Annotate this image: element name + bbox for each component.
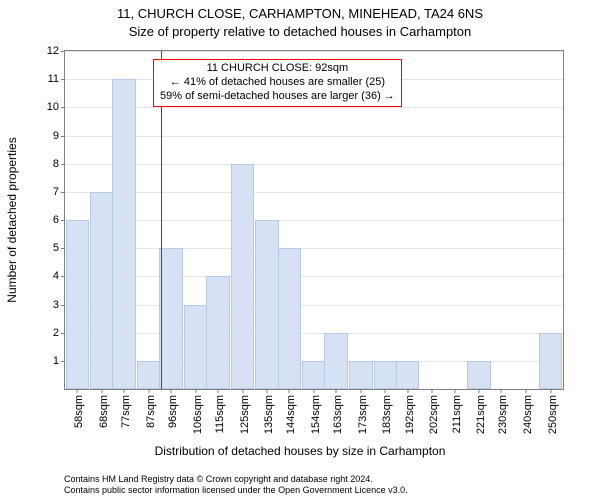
x-tick-label: 106sqm xyxy=(192,395,204,434)
gridline xyxy=(65,333,563,334)
x-tick-mark xyxy=(242,389,243,393)
x-tick-label: 163sqm xyxy=(332,395,344,434)
gridline xyxy=(65,192,563,193)
x-tick-mark xyxy=(479,389,480,393)
y-tick-label: 3 xyxy=(53,299,65,311)
x-tick-label: 202sqm xyxy=(428,395,440,434)
chart-title-main: 11, CHURCH CLOSE, CARHAMPTON, MINEHEAD, … xyxy=(0,6,600,21)
x-tick-label: 221sqm xyxy=(475,395,487,434)
x-tick-label: 87sqm xyxy=(145,395,157,428)
x-tick-mark xyxy=(217,389,218,393)
x-tick-label: 250sqm xyxy=(547,395,559,434)
gridline xyxy=(65,276,563,277)
x-tick-mark xyxy=(407,389,408,393)
x-tick-mark xyxy=(526,389,527,393)
histogram-bar xyxy=(324,333,347,389)
y-tick-label: 12 xyxy=(47,45,65,57)
y-tick-label: 5 xyxy=(53,242,65,254)
histogram-bar xyxy=(231,164,254,389)
x-tick-mark xyxy=(501,389,502,393)
x-tick-label: 144sqm xyxy=(285,395,297,434)
gridline xyxy=(65,107,563,108)
y-tick-label: 8 xyxy=(53,158,65,170)
x-tick-label: 240sqm xyxy=(522,395,534,434)
x-tick-label: 192sqm xyxy=(404,395,416,434)
x-tick-mark xyxy=(314,389,315,393)
x-tick-mark xyxy=(289,389,290,393)
gridline xyxy=(65,51,563,52)
histogram-bar xyxy=(66,220,89,389)
gridline xyxy=(65,305,563,306)
x-tick-label: 58sqm xyxy=(73,395,85,428)
x-tick-label: 115sqm xyxy=(214,395,226,433)
histogram-bar xyxy=(396,361,419,389)
histogram-bar xyxy=(467,361,490,389)
x-tick-label: 183sqm xyxy=(381,395,393,434)
y-tick-label: 2 xyxy=(53,327,65,339)
gridline xyxy=(65,220,563,221)
y-tick-label: 7 xyxy=(53,186,65,198)
histogram-bar xyxy=(159,248,182,389)
y-axis-label: Number of detached properties xyxy=(5,137,19,302)
x-tick-label: 135sqm xyxy=(263,395,275,434)
histogram-bar xyxy=(184,305,207,390)
plot-area: 12345678910111258sqm68sqm77sqm87sqm96sqm… xyxy=(64,50,564,390)
y-tick-label: 9 xyxy=(53,130,65,142)
x-tick-label: 125sqm xyxy=(239,395,251,434)
x-tick-label: 96sqm xyxy=(167,395,179,428)
x-tick-mark xyxy=(336,389,337,393)
histogram-bar xyxy=(255,220,278,389)
x-tick-label: 68sqm xyxy=(98,395,110,428)
x-tick-label: 77sqm xyxy=(120,395,132,428)
y-tick-label: 10 xyxy=(47,101,65,113)
attribution-line-1: Contains HM Land Registry data © Crown c… xyxy=(64,474,564,485)
x-tick-mark xyxy=(171,389,172,393)
chart-title-sub: Size of property relative to detached ho… xyxy=(0,24,600,39)
gridline xyxy=(65,164,563,165)
x-tick-label: 154sqm xyxy=(310,395,322,434)
x-axis-label: Distribution of detached houses by size … xyxy=(0,444,600,458)
histogram-bar xyxy=(302,361,325,389)
annotation-line: 59% of semi-detached houses are larger (… xyxy=(160,90,395,104)
x-tick-label: 230sqm xyxy=(497,395,509,434)
y-tick-label: 4 xyxy=(53,270,65,282)
histogram-bar xyxy=(137,361,160,389)
histogram-bar xyxy=(278,248,301,389)
annotation-line: 11 CHURCH CLOSE: 92sqm xyxy=(160,62,395,76)
x-tick-label: 211sqm xyxy=(451,395,463,433)
attribution: Contains HM Land Registry data © Crown c… xyxy=(64,474,564,496)
x-tick-mark xyxy=(385,389,386,393)
x-tick-mark xyxy=(454,389,455,393)
histogram-bar xyxy=(206,276,229,389)
x-tick-mark xyxy=(77,389,78,393)
y-tick-label: 1 xyxy=(53,355,65,367)
x-tick-mark xyxy=(148,389,149,393)
gridline xyxy=(65,136,563,137)
histogram-bar xyxy=(374,361,397,389)
histogram-bar xyxy=(349,361,372,389)
y-tick-label: 11 xyxy=(48,73,65,85)
x-tick-mark xyxy=(124,389,125,393)
histogram-bar xyxy=(90,192,113,389)
histogram-bar xyxy=(539,333,562,389)
gridline xyxy=(65,248,563,249)
x-tick-mark xyxy=(195,389,196,393)
annotation-box: 11 CHURCH CLOSE: 92sqm← 41% of detached … xyxy=(153,59,402,107)
x-tick-mark xyxy=(267,389,268,393)
x-tick-label: 173sqm xyxy=(357,395,369,434)
y-tick-label: 6 xyxy=(53,214,65,226)
histogram-bar xyxy=(112,79,135,389)
x-tick-mark xyxy=(432,389,433,393)
attribution-line-2: Contains public sector information licen… xyxy=(64,485,564,496)
figure: 11, CHURCH CLOSE, CARHAMPTON, MINEHEAD, … xyxy=(0,0,600,500)
annotation-line: ← 41% of detached houses are smaller (25… xyxy=(160,76,395,90)
x-tick-mark xyxy=(550,389,551,393)
x-tick-mark xyxy=(360,389,361,393)
x-tick-mark xyxy=(101,389,102,393)
